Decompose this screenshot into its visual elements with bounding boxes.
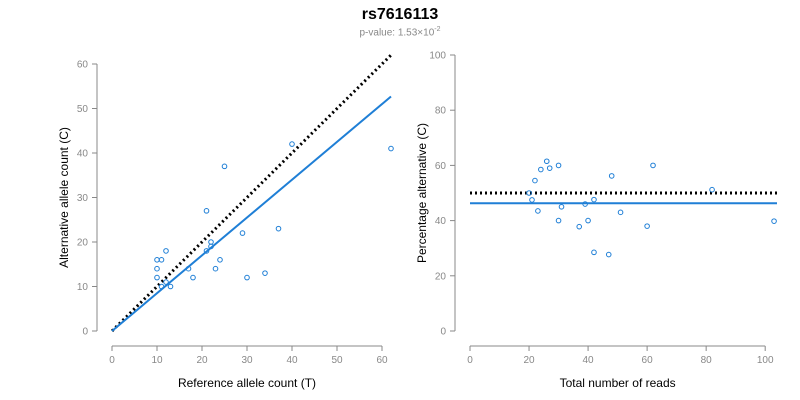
panel-left: 0 10 20 30 40 50 60 0 10 20 30 40 50 60 Reference alle…	[57, 54, 394, 390]
x-axis-title: Total number of reads	[560, 376, 676, 390]
data-point	[555, 217, 562, 224]
x-tick-label: 40	[583, 355, 595, 366]
data-point	[546, 165, 553, 171]
data-point	[617, 209, 624, 216]
y-tick-label: 100	[429, 51, 446, 62]
data-point	[190, 274, 196, 281]
y-axis-title: Percentage alternative (C)	[415, 123, 429, 263]
data-point	[221, 163, 228, 170]
y-tick-label: 50	[77, 104, 89, 115]
y-tick-label: 20	[77, 238, 89, 249]
x-tick-label: 20	[196, 355, 208, 366]
data-point	[262, 270, 268, 276]
data-point	[605, 251, 612, 258]
data-point	[244, 274, 250, 281]
data-point	[212, 265, 219, 272]
y-tick-label: 40	[435, 216, 447, 227]
chart-subtitle: p-value: 1.53×10-2	[0, 26, 800, 38]
data-point	[771, 218, 777, 224]
data-point	[709, 186, 715, 193]
data-point	[154, 274, 160, 281]
data-point	[650, 162, 656, 169]
y-tick-label: 30	[77, 193, 89, 204]
panel-right: 0 20 40 60 80 100 0 20 40 60 80 100 Total number of …	[415, 51, 777, 390]
p-value-text: p-value: 1.53×10	[359, 27, 435, 39]
data-point	[239, 230, 246, 236]
data-point	[576, 223, 583, 230]
x-tick-label: 60	[376, 355, 388, 366]
y-tick-label: 0	[440, 327, 446, 338]
y-tick-label: 0	[82, 327, 88, 338]
data-point	[289, 141, 295, 147]
x-axis-title: Reference allele count (T)	[178, 376, 316, 390]
data-point	[388, 145, 394, 152]
data-point	[543, 158, 550, 165]
data-point	[591, 249, 597, 256]
data-point	[158, 283, 165, 290]
x-tick-label: 50	[331, 355, 343, 366]
data-point	[154, 265, 160, 272]
fit-line	[111, 95, 392, 332]
y-tick-label: 60	[77, 60, 89, 71]
y-tick-label: 80	[435, 106, 447, 117]
data-point	[591, 196, 597, 203]
x-tick-label: 0	[109, 355, 115, 366]
data-point	[163, 248, 169, 254]
data-point	[644, 223, 650, 229]
data-point	[538, 166, 544, 173]
data-point	[217, 257, 223, 263]
x-tick-label: 100	[757, 355, 774, 366]
data-point	[203, 248, 210, 254]
x-tick-label: 0	[467, 355, 473, 366]
data-point	[185, 265, 192, 272]
data-point	[558, 204, 565, 210]
data-point	[203, 208, 210, 214]
data-point	[163, 279, 169, 285]
data-point	[167, 283, 174, 290]
data-point	[585, 217, 591, 224]
x-tick-label: 10	[151, 355, 163, 366]
y-tick-label: 20	[435, 271, 447, 282]
x-tick-label: 20	[523, 355, 535, 366]
data-point	[529, 197, 535, 203]
x-tick-label: 60	[642, 355, 654, 366]
y-tick-label: 60	[435, 161, 447, 172]
data-point	[208, 239, 214, 245]
reference-line	[110, 54, 393, 333]
data-point	[526, 190, 532, 196]
data-point	[158, 257, 165, 263]
data-point	[582, 201, 588, 207]
data-point	[154, 257, 160, 263]
x-tick-label: 30	[241, 355, 253, 366]
x-tick-label: 40	[286, 355, 298, 366]
data-point	[608, 173, 615, 179]
data-point	[555, 162, 562, 169]
data-point	[535, 208, 541, 214]
data-point	[208, 243, 214, 250]
y-tick-label: 40	[77, 149, 89, 160]
y-tick-label: 10	[77, 282, 89, 293]
y-axis-title: Alternative allele count (C)	[57, 127, 71, 268]
x-tick-label: 80	[701, 355, 713, 366]
data-point	[275, 225, 282, 232]
chart-title: rs7616113	[361, 6, 439, 23]
data-point	[532, 177, 538, 184]
p-value-exponent: -2	[434, 26, 441, 33]
